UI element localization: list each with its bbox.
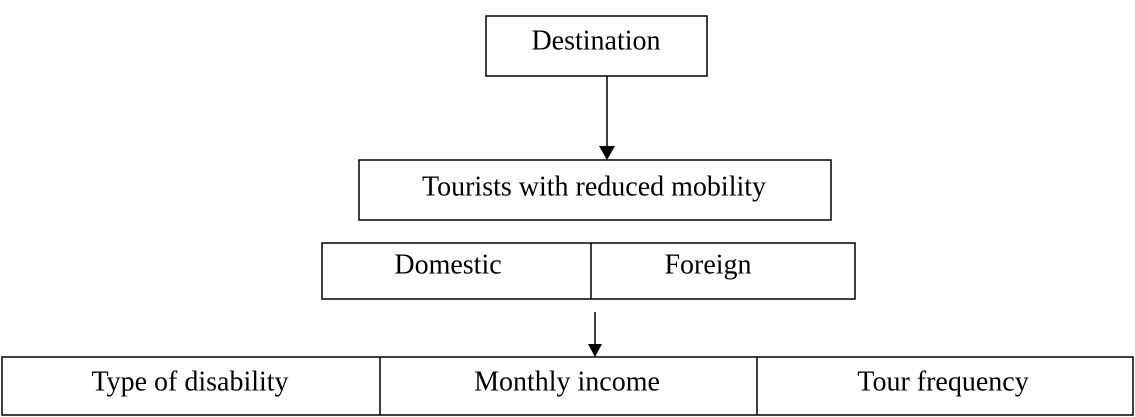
node-label: Tour frequency	[857, 366, 1028, 397]
node-label: Destination	[531, 25, 660, 56]
arrow-head	[588, 344, 602, 357]
node-label: Domestic	[394, 249, 501, 280]
box	[358, 159, 832, 221]
node-label: Tourists with reduced mobility	[422, 171, 766, 202]
box	[485, 15, 708, 77]
box	[1, 356, 1134, 416]
node-label: Type of disability	[91, 366, 288, 397]
node-label: Monthly income	[474, 366, 660, 397]
arrow-head	[599, 146, 615, 160]
node-label: Foreign	[664, 249, 751, 280]
box	[321, 242, 856, 300]
